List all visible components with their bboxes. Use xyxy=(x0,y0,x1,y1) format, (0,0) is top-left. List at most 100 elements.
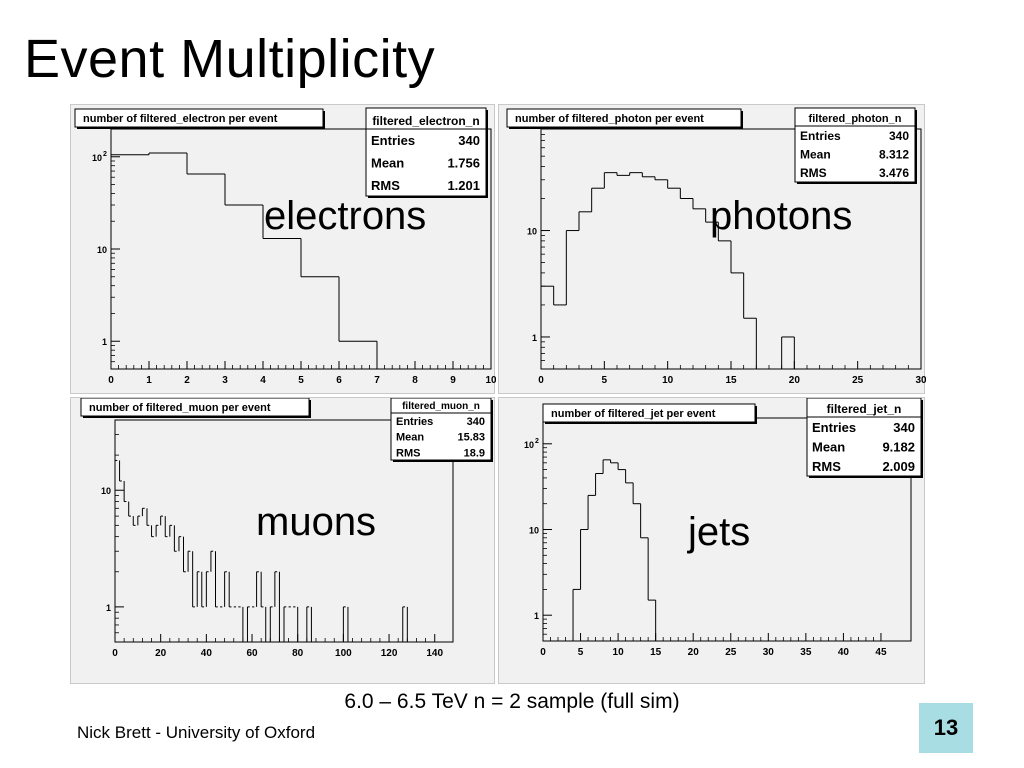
stats-box xyxy=(390,398,492,461)
y-tick-label: 10 xyxy=(524,440,534,450)
x-tick-label: 60 xyxy=(246,648,258,659)
x-tick-label: 15 xyxy=(725,375,737,386)
y-tick-label: 1 xyxy=(102,337,107,347)
x-tick-label: 0 xyxy=(112,648,118,659)
x-tick-label: 10 xyxy=(662,375,674,386)
sample-caption: 6.0 – 6.5 TeV n = 2 sample (full sim) xyxy=(344,690,680,713)
y-tick-label: 10 xyxy=(527,227,537,237)
y-tick-label: 1 xyxy=(106,603,111,613)
stats-value: 340 xyxy=(467,416,485,428)
stats-value: 340 xyxy=(889,129,909,143)
title-box xyxy=(74,108,324,128)
stats-value: 2.009 xyxy=(882,459,915,474)
y-tick-label: 1 xyxy=(534,611,539,621)
photons-label: photons xyxy=(710,194,853,238)
x-tick-label: 20 xyxy=(155,648,167,659)
stats-value: 15.83 xyxy=(457,432,485,444)
title-box xyxy=(506,108,742,128)
photon-histogram-pad: 0 5 10 15 20 25 30 10 1 number of filtered_photon… xyxy=(498,104,926,394)
x-tick-label: 45 xyxy=(875,647,887,658)
stats-value: 1.756 xyxy=(447,155,480,170)
x-tick-label: 8 xyxy=(412,375,418,386)
x-tick-label: 10 xyxy=(613,647,625,658)
slide-title: Event Multiplicity xyxy=(24,29,436,89)
x-tick-label: 5 xyxy=(602,375,608,386)
y-tick-label: 1 xyxy=(532,333,537,343)
x-tick-label: 5 xyxy=(298,375,304,386)
stats-key: Entries xyxy=(396,416,433,428)
muon-histogram: 0 20 40 60 80 100 120 140 10 1 number of filtered_… xyxy=(80,398,493,659)
x-tick-label: 30 xyxy=(763,647,775,658)
stats-value: 18.9 xyxy=(464,447,485,459)
x-tick-label: 25 xyxy=(725,647,737,658)
electron-histogram-pad: 0 1 2 3 4 5 6 7 8 9 10 10 2 10 1 number of filtered_ele… xyxy=(70,104,496,394)
stats-box xyxy=(806,398,922,477)
y-tick-label: 10 xyxy=(101,486,111,496)
histogram-title: number of filtered_muon per event xyxy=(89,402,271,414)
x-tick-label: 25 xyxy=(852,375,864,386)
x-tick-label: 20 xyxy=(789,375,801,386)
x-tick-label: 5 xyxy=(578,647,584,658)
x-tick-label: 80 xyxy=(292,648,304,659)
y-tick-exponent: 2 xyxy=(535,438,539,445)
stats-key: RMS xyxy=(396,447,420,459)
stats-key: Mean xyxy=(812,439,845,454)
histogram-title: number of filtered_electron per event xyxy=(83,113,278,125)
x-tick-label: 35 xyxy=(800,647,812,658)
x-tick-label: 2 xyxy=(184,375,190,386)
y-tick-label: 10 xyxy=(97,245,107,255)
jet-histogram-pad: 0 5 10 15 20 25 30 35 40 45 10 2 10 1 number of filter… xyxy=(498,397,925,684)
x-tick-label: 120 xyxy=(381,648,398,659)
histogram-grid: 0 1 2 3 4 5 6 7 8 9 10 10 2 10 1 number of filtered_ele… xyxy=(70,104,926,684)
stats-key: Mean xyxy=(371,155,404,170)
stats-key: Entries xyxy=(800,129,841,143)
y-tick-exponent: 2 xyxy=(103,151,107,158)
stats-value: 3.476 xyxy=(879,166,909,180)
y-tick-label: 10 xyxy=(92,153,102,163)
jets-label: jets xyxy=(688,510,751,554)
x-tick-label: 100 xyxy=(335,648,352,659)
x-tick-label: 40 xyxy=(838,647,850,658)
stats-box xyxy=(794,107,916,183)
stats-name: filtered_muon_n xyxy=(402,401,480,412)
muon-histogram-pad: 0 20 40 60 80 100 120 140 10 1 number of filtered_… xyxy=(70,397,495,684)
stats-key: Mean xyxy=(396,432,424,444)
x-tick-label: 10 xyxy=(485,375,496,386)
x-tick-label: 20 xyxy=(688,647,700,658)
footer-author: Nick Brett - University of Oxford xyxy=(77,723,316,742)
histogram-bins xyxy=(110,152,378,369)
stats-value: 340 xyxy=(458,133,480,148)
stats-name: filtered_photon_n xyxy=(809,113,902,125)
histogram-bins xyxy=(540,172,795,369)
stats-value: 9.182 xyxy=(882,439,915,454)
histogram-bins xyxy=(114,459,408,642)
x-tick-label: 3 xyxy=(222,375,228,386)
x-tick-label: 6 xyxy=(336,375,342,386)
stats-value: 340 xyxy=(893,420,915,435)
histogram-title: number of filtered_photon per event xyxy=(515,113,704,125)
x-tick-label: 0 xyxy=(538,375,544,386)
title-box xyxy=(80,398,310,417)
x-tick-label: 0 xyxy=(108,375,114,386)
stats-box xyxy=(365,107,487,197)
x-tick-label: 30 xyxy=(915,375,926,386)
stats-value: 8.312 xyxy=(879,148,909,162)
stats-name: filtered_jet_n xyxy=(827,402,902,416)
electrons-label: electrons xyxy=(264,194,427,238)
x-tick-label: 15 xyxy=(650,647,662,658)
x-tick-label: 7 xyxy=(374,375,380,386)
page-number: 13 xyxy=(919,703,973,753)
x-tick-label: 0 xyxy=(540,647,546,658)
stats-key: Entries xyxy=(371,133,415,148)
stats-key: Entries xyxy=(812,420,856,435)
stats-key: RMS xyxy=(800,166,827,180)
stats-name: filtered_electron_n xyxy=(372,114,479,128)
stats-value: 1.201 xyxy=(447,178,480,193)
histogram-title: number of filtered_jet per event xyxy=(551,408,716,420)
stats-key: RMS xyxy=(371,178,400,193)
x-tick-label: 4 xyxy=(260,375,266,386)
muons-label: muons xyxy=(256,500,377,544)
histogram-bins xyxy=(572,459,657,641)
